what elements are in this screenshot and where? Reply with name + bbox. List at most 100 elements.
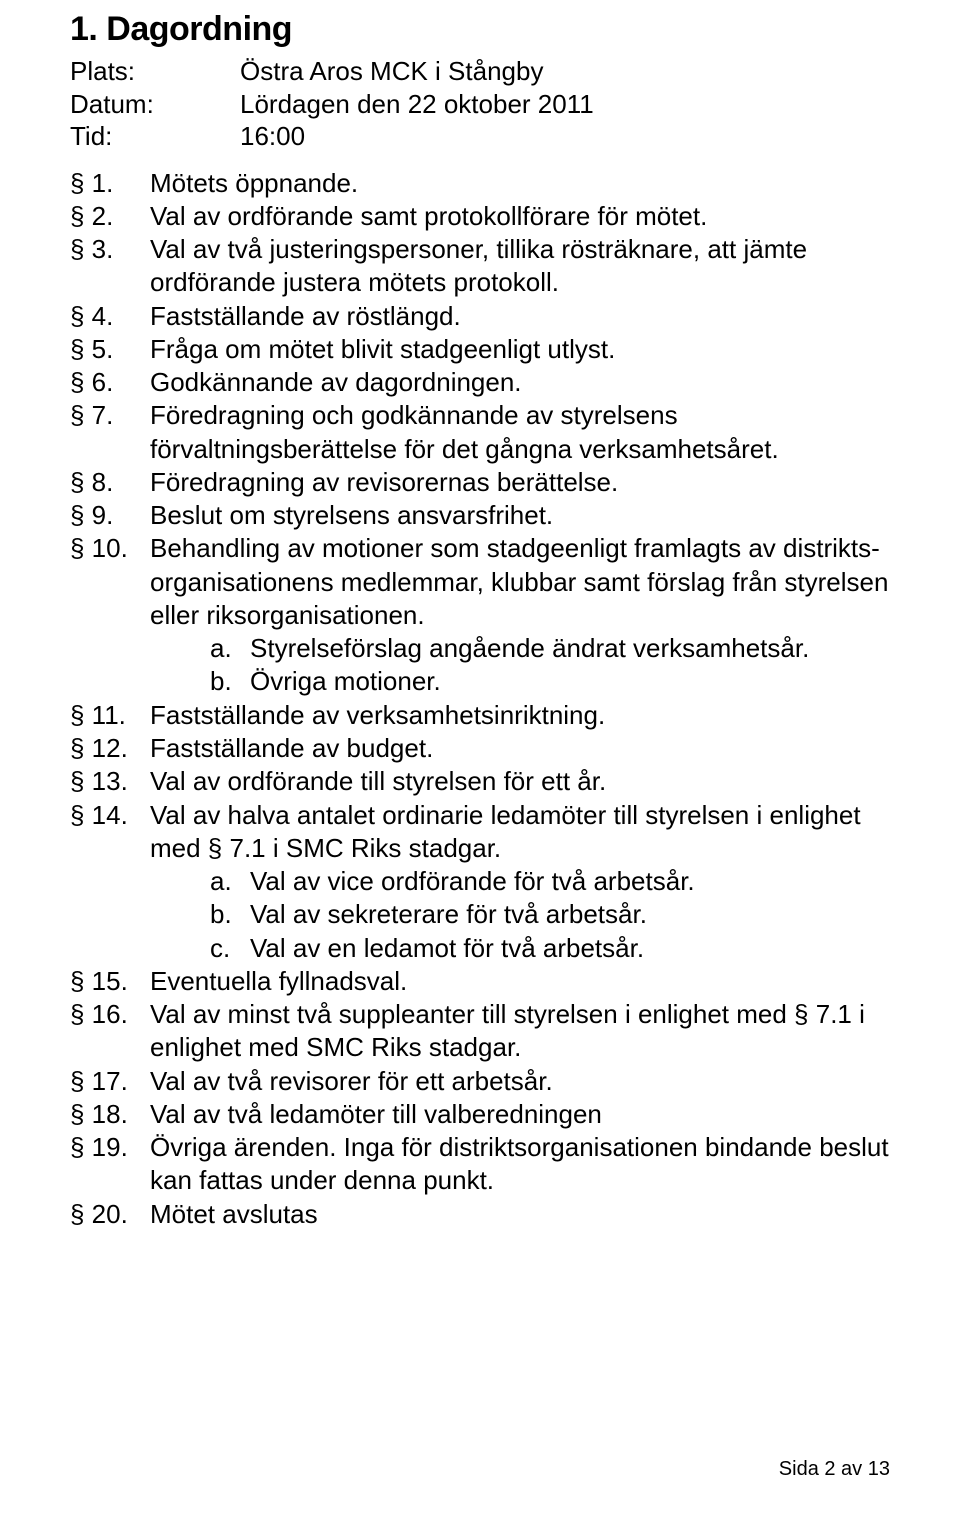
agenda-item-text: Fastställande av budget. xyxy=(150,732,890,765)
meta-value: Östra Aros MCK i Stångby xyxy=(240,55,890,88)
agenda-item: § 6.Godkännande av dagordningen. xyxy=(70,366,890,399)
agenda-item-number: § 1. xyxy=(70,167,150,200)
agenda-item-number: § 16. xyxy=(70,998,150,1065)
document-page: 1. Dagordning Plats: Östra Aros MCK i St… xyxy=(0,0,960,1519)
agenda-item-text: Fastställande av röstlängd. xyxy=(150,300,890,333)
agenda-item-body: Eventuella fyllnadsval. xyxy=(150,965,890,998)
footer-prefix: Sida xyxy=(779,1458,825,1480)
agenda-item-number: § 18. xyxy=(70,1098,150,1131)
agenda-item: § 16.Val av minst två suppleanter till s… xyxy=(70,998,890,1065)
agenda-item-text: Behandling av motioner som stadgeenligt … xyxy=(150,532,890,632)
agenda-item-body: Val av halva antalet ordinarie ledamöter… xyxy=(150,799,890,965)
agenda-item: § 17.Val av två revisorer för ett arbets… xyxy=(70,1065,890,1098)
agenda-item-text: Val av ordförande till styrelsen för ett… xyxy=(150,765,890,798)
agenda-subitem-marker: a. xyxy=(150,632,250,665)
agenda-item-body: Val av ordförande till styrelsen för ett… xyxy=(150,765,890,798)
agenda-item-text: Föredragning av revisorernas berättelse. xyxy=(150,466,890,499)
agenda-item-text: Fråga om mötet blivit stadgeenligt utlys… xyxy=(150,333,890,366)
meta-value: 16:00 xyxy=(240,120,890,153)
agenda-item-number: § 9. xyxy=(70,499,150,532)
agenda-item-number: § 10. xyxy=(70,532,150,698)
agenda-item-text: Övriga ärenden. Inga för distriktsorgani… xyxy=(150,1131,890,1198)
agenda-item-body: Övriga ärenden. Inga för distriktsorgani… xyxy=(150,1131,890,1198)
agenda-subitem: a.Styrelseförslag angående ändrat verksa… xyxy=(150,632,890,665)
agenda-item: § 8.Föredragning av revisorernas berätte… xyxy=(70,466,890,499)
agenda-item-number: § 2. xyxy=(70,200,150,233)
agenda-item-text: Mötets öppnande. xyxy=(150,167,890,200)
agenda-item-body: Föredragning och godkännande av styrelse… xyxy=(150,399,890,466)
agenda-item: § 2.Val av ordförande samt protokollföra… xyxy=(70,200,890,233)
agenda-item: § 18.Val av två ledamöter till valberedn… xyxy=(70,1098,890,1131)
agenda-item-body: Val av ordförande samt protokollförare f… xyxy=(150,200,890,233)
agenda-item: § 13.Val av ordförande till styrelsen fö… xyxy=(70,765,890,798)
meta-label: Tid: xyxy=(70,120,240,153)
agenda-item-body: Fastställande av budget. xyxy=(150,732,890,765)
agenda-subitem-text: Styrelseförslag angående ändrat verksamh… xyxy=(250,632,890,665)
agenda-item-body: Behandling av motioner som stadgeenligt … xyxy=(150,532,890,698)
agenda-item: § 11.Fastställande av verksamhetsinriktn… xyxy=(70,699,890,732)
agenda-item-number: § 14. xyxy=(70,799,150,965)
agenda-item: § 1.Mötets öppnande. xyxy=(70,167,890,200)
page-footer: Sida 2 av 13 xyxy=(779,1458,890,1481)
agenda-item-body: Beslut om styrelsens ansvarsfrihet. xyxy=(150,499,890,532)
agenda-subitem-text: Val av en ledamot för två arbetsår. xyxy=(250,932,890,965)
agenda-item-text: Fastställande av verksamhetsinriktning. xyxy=(150,699,890,732)
agenda-item: § 15.Eventuella fyllnadsval. xyxy=(70,965,890,998)
agenda-item: § 10.Behandling av motioner som stadgeen… xyxy=(70,532,890,698)
agenda-subitem: c.Val av en ledamot för två arbetsår. xyxy=(150,932,890,965)
agenda-item: § 12.Fastställande av budget. xyxy=(70,732,890,765)
meta-value: Lördagen den 22 oktober 2011 xyxy=(240,88,890,121)
agenda-item: § 19.Övriga ärenden. Inga för distriktso… xyxy=(70,1131,890,1198)
agenda-item: § 7.Föredragning och godkännande av styr… xyxy=(70,399,890,466)
agenda-subitem: b.Val av sekreterare för två arbetsår. xyxy=(150,898,890,931)
footer-mid: av xyxy=(836,1458,868,1480)
meta-row-plats: Plats: Östra Aros MCK i Stångby xyxy=(70,55,890,88)
agenda-item-text: Val av två revisorer för ett arbetsår. xyxy=(150,1065,890,1098)
agenda-item-number: § 4. xyxy=(70,300,150,333)
agenda-subitem-marker: b. xyxy=(150,665,250,698)
agenda-subitem-text: Val av sekreterare för två arbetsår. xyxy=(250,898,890,931)
agenda-item-number: § 11. xyxy=(70,699,150,732)
agenda-item: § 3.Val av två justeringspersoner, tilli… xyxy=(70,233,890,300)
agenda-item: § 4.Fastställande av röstlängd. xyxy=(70,300,890,333)
agenda-item: § 9.Beslut om styrelsens ansvarsfrihet. xyxy=(70,499,890,532)
agenda-item-text: Eventuella fyllnadsval. xyxy=(150,965,890,998)
agenda-item-text: Föredragning och godkännande av styrelse… xyxy=(150,399,890,466)
agenda-subitem-marker: a. xyxy=(150,865,250,898)
meta-table: Plats: Östra Aros MCK i Stångby Datum: L… xyxy=(70,55,890,153)
agenda-item-body: Val av två justeringspersoner, tillika r… xyxy=(150,233,890,300)
agenda-item-body: Fastställande av verksamhetsinriktning. xyxy=(150,699,890,732)
meta-label: Plats: xyxy=(70,55,240,88)
agenda-item-body: Val av två revisorer för ett arbetsår. xyxy=(150,1065,890,1098)
agenda-item-number: § 5. xyxy=(70,333,150,366)
agenda-item-body: Fråga om mötet blivit stadgeenligt utlys… xyxy=(150,333,890,366)
agenda-item-body: Fastställande av röstlängd. xyxy=(150,300,890,333)
agenda-subitem-text: Övriga motioner. xyxy=(250,665,890,698)
agenda-item-number: § 13. xyxy=(70,765,150,798)
footer-total-pages: 13 xyxy=(868,1458,890,1480)
agenda-item: § 14.Val av halva antalet ordinarie leda… xyxy=(70,799,890,965)
agenda-item-number: § 6. xyxy=(70,366,150,399)
agenda-item-text: Beslut om styrelsens ansvarsfrihet. xyxy=(150,499,890,532)
agenda-item: § 20.Mötet avslutas xyxy=(70,1198,890,1231)
agenda-item-body: Mötets öppnande. xyxy=(150,167,890,200)
agenda-item-body: Val av två ledamöter till valberedningen xyxy=(150,1098,890,1131)
section-title: 1. Dagordning xyxy=(70,10,890,49)
meta-row-tid: Tid: 16:00 xyxy=(70,120,890,153)
agenda-item-text: Val av två justeringspersoner, tillika r… xyxy=(150,233,890,300)
agenda-item-number: § 7. xyxy=(70,399,150,466)
agenda-subitem-text: Val av vice ordförande för två arbetsår. xyxy=(250,865,890,898)
meta-row-datum: Datum: Lördagen den 22 oktober 2011 xyxy=(70,88,890,121)
agenda-subitem: b.Övriga motioner. xyxy=(150,665,890,698)
agenda-item-number: § 12. xyxy=(70,732,150,765)
agenda-item-number: § 15. xyxy=(70,965,150,998)
agenda-subitem-marker: b. xyxy=(150,898,250,931)
agenda-item-text: Mötet avslutas xyxy=(150,1198,890,1231)
agenda-item-number: § 20. xyxy=(70,1198,150,1231)
agenda-item-body: Mötet avslutas xyxy=(150,1198,890,1231)
agenda-item-text: Val av två ledamöter till valberedningen xyxy=(150,1098,890,1131)
footer-current-page: 2 xyxy=(824,1458,835,1480)
agenda-subitem: a.Val av vice ordförande för två arbetså… xyxy=(150,865,890,898)
agenda-item-number: § 3. xyxy=(70,233,150,300)
agenda-subitem-marker: c. xyxy=(150,932,250,965)
